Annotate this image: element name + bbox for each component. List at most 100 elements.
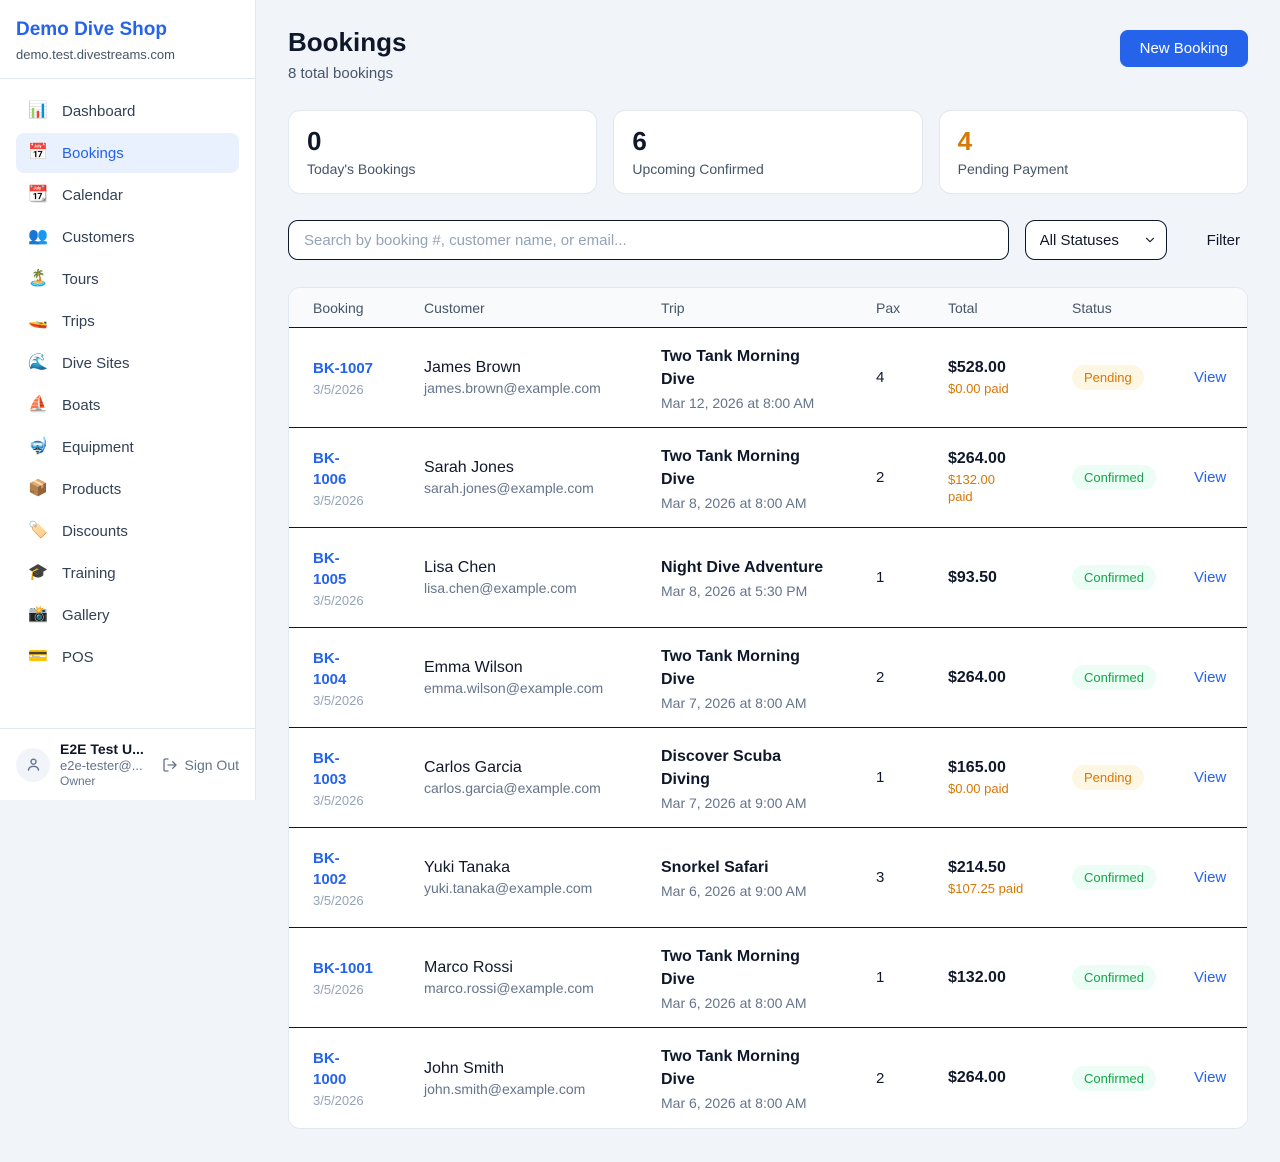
booking-date: 3/5/2026 (313, 692, 364, 708)
total-amount: $264.00 (948, 668, 1006, 686)
booking-date: 3/5/2026 (313, 1093, 364, 1108)
trip-datetime: Mar 8, 2026 at 8:00 AM (661, 494, 807, 511)
column-header-status: Status (1072, 299, 1112, 316)
stat-card-upcoming-confirmed: 6 Upcoming Confirmed (613, 110, 923, 194)
customer-email: carlos.garcia@example.com (424, 780, 601, 796)
booking-id-link[interactable]: BK- 1000 (313, 1050, 347, 1088)
view-link[interactable]: View (1194, 768, 1227, 786)
sidebar-item-discounts[interactable]: 🏷️ Discounts (28, 522, 128, 540)
diving-mask-icon: 🤿 (28, 438, 48, 455)
island-icon: 🏝️ (28, 270, 48, 287)
new-booking-button[interactable]: New Booking (1119, 30, 1248, 67)
view-link[interactable]: View (1194, 468, 1227, 486)
view-link[interactable]: View (1194, 1069, 1227, 1086)
status-badge: Confirmed (1072, 465, 1156, 490)
booking-date: 3/5/2026 (313, 492, 364, 508)
stat-label: Today's Bookings (307, 161, 416, 177)
table-header-row: Booking Customer Trip Pax Total Status (289, 288, 1247, 328)
trip-datetime: Mar 6, 2026 at 8:00 AM (661, 1095, 807, 1111)
status-badge: Confirmed (1072, 1065, 1156, 1091)
trip-name: Two Tank Morning Dive (661, 947, 800, 988)
column-header-customer: Customer (424, 299, 485, 316)
trip-name: Two Tank Morning Dive (661, 1048, 800, 1088)
booking-id-link[interactable]: BK-1001 (313, 960, 374, 977)
view-link[interactable]: View (1194, 968, 1227, 986)
trip-name: Snorkel Safari (661, 859, 769, 876)
table-row: BK- 1002 3/5/2026 Yuki Tanaka yuki.tanak… (289, 828, 1247, 928)
booking-id-link[interactable]: BK- 1003 (313, 749, 347, 788)
booking-date: 3/5/2026 (313, 982, 364, 997)
calendar-icon: 📅 (28, 144, 48, 161)
booking-date: 3/5/2026 (313, 382, 364, 397)
total-amount: $528.00 (948, 358, 1006, 376)
status-badge: Pending (1072, 765, 1144, 790)
pax-count: 2 (876, 669, 885, 686)
sidebar-item-boats[interactable]: ⛵ Boats (28, 396, 101, 414)
main-content: Bookings 8 total bookings New Booking 0 … (256, 0, 1280, 1158)
status-filter-select[interactable]: All Statuses (1024, 220, 1167, 260)
table-row: BK- 1003 3/5/2026 Carlos Garcia carlos.g… (289, 728, 1247, 828)
stat-card-todays-bookings: 0 Today's Bookings (288, 110, 598, 194)
view-link[interactable]: View (1194, 868, 1227, 886)
tag-icon: 🏷️ (28, 522, 48, 539)
sidebar-item-training[interactable]: 🎓 Training (28, 564, 116, 582)
customer-name: John Smith (424, 1059, 505, 1077)
credit-card-icon: 💳 (28, 648, 48, 665)
trip-name: Two Tank Morning Dive (661, 447, 800, 488)
sidebar-item-bookings[interactable]: 📅 Bookings (16, 133, 239, 173)
booking-id-link[interactable]: BK- 1002 (313, 849, 347, 888)
camera-icon: 📸 (28, 606, 48, 623)
booking-id-link[interactable]: BK- 1004 (313, 649, 347, 688)
sidebar-item-trips[interactable]: 🚤 Trips (28, 312, 95, 330)
sidebar-item-products[interactable]: 📦 Products (28, 480, 122, 498)
stat-value: 0 (307, 126, 322, 156)
pax-count: 1 (876, 969, 885, 986)
pax-count: 1 (876, 569, 885, 586)
brand-header: Demo Dive Shop demo.test.divestreams.com (0, 0, 255, 79)
customer-email: yuki.tanaka@example.com (424, 880, 593, 896)
search-input[interactable] (288, 220, 1009, 260)
sign-out-button[interactable]: Sign Out (162, 757, 239, 773)
view-link[interactable]: View (1194, 668, 1227, 686)
stat-value: 6 (632, 126, 647, 156)
total-amount: $93.50 (948, 568, 997, 586)
sidebar-item-dive-sites[interactable]: 🌊 Dive Sites (28, 354, 130, 372)
sidebar-item-calendar[interactable]: 📆 Calendar (28, 186, 123, 204)
pax-count: 4 (876, 369, 885, 386)
paid-amount: $0.00 paid (948, 780, 1009, 796)
page-title: Bookings (288, 27, 407, 57)
status-badge: Confirmed (1072, 665, 1156, 690)
view-link[interactable]: View (1194, 568, 1227, 586)
pax-count: 2 (876, 469, 885, 486)
booking-date: 3/5/2026 (313, 892, 364, 908)
column-header-booking: Booking (313, 299, 364, 316)
trip-name: Night Dive Adventure (661, 559, 824, 576)
sidebar-item-tours[interactable]: 🏝️ Tours (28, 270, 99, 288)
booking-date: 3/5/2026 (313, 592, 364, 608)
stat-label: Pending Payment (957, 161, 1069, 177)
status-badge: Confirmed (1072, 965, 1156, 990)
column-header-pax: Pax (876, 299, 901, 316)
sidebar-item-gallery[interactable]: 📸 Gallery (28, 606, 110, 624)
view-link[interactable]: View (1194, 368, 1227, 386)
total-amount: $165.00 (948, 758, 1006, 776)
booking-id-link[interactable]: BK- 1005 (313, 549, 347, 588)
stat-card-pending-payment: 4 Pending Payment (938, 110, 1248, 194)
customer-name: James Brown (424, 359, 521, 376)
speedboat-icon: 🚤 (28, 312, 48, 329)
sidebar: Demo Dive Shop demo.test.divestreams.com… (0, 0, 256, 800)
sign-out-icon (162, 757, 178, 773)
sidebar-item-dashboard[interactable]: 📊 Dashboard (28, 102, 136, 120)
booking-id-link[interactable]: BK-1007 (313, 360, 374, 377)
customer-name: Yuki Tanaka (424, 859, 510, 876)
sidebar-item-equipment[interactable]: 🤿 Equipment (28, 438, 134, 456)
sidebar-item-customers[interactable]: 👥 Customers (28, 228, 135, 246)
avatar (16, 747, 50, 782)
trip-datetime: Mar 6, 2026 at 8:00 AM (661, 994, 807, 1011)
sidebar-item-pos[interactable]: 💳 POS (28, 648, 94, 666)
person-icon (25, 756, 42, 773)
trip-datetime: Mar 12, 2026 at 8:00 AM (661, 394, 815, 411)
table-row: BK- 1004 3/5/2026 Emma Wilson emma.wilso… (289, 628, 1247, 728)
filter-button[interactable]: Filter (1199, 232, 1248, 249)
booking-id-link[interactable]: BK- 1006 (313, 449, 347, 488)
